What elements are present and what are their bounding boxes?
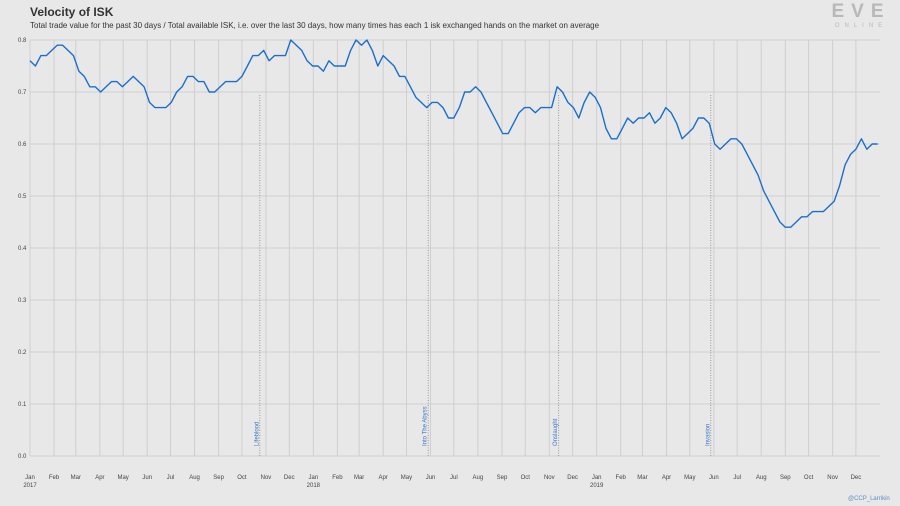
y-tick-label: 0.8 — [18, 38, 27, 44]
x-tick-label: Jun — [142, 475, 152, 481]
y-tick-label: 0.0 — [18, 454, 27, 460]
x-tick-label: Jul — [450, 475, 458, 481]
event-annotations: Lifeblood Into The Abyss Onslaught Invasion — [254, 95, 712, 456]
x-tick-label: Aug — [756, 475, 767, 481]
y-axis: 0.0 0.1 0.2 0.3 0.4 0.5 0.6 0.7 0.8 — [18, 38, 27, 460]
x-tick-label: Jan — [308, 475, 318, 481]
grid — [29, 39, 880, 457]
credit-text: @CCP_Larrikin — [848, 496, 890, 502]
x-tick-label: May — [684, 475, 695, 481]
x-tick-label: Aug — [189, 475, 200, 481]
x-tick-label: Feb — [332, 475, 343, 481]
x-tick-label: Jun — [709, 475, 719, 481]
x-tick-label: Jul — [167, 475, 175, 481]
x-tick-label: Jan — [25, 475, 35, 481]
x-tick-label: Nov — [261, 475, 272, 481]
y-tick-label: 0.7 — [18, 90, 27, 96]
x-tick-label: Oct — [804, 475, 814, 481]
x-tick-label: Oct — [237, 475, 247, 481]
x-tick-year-label: 2017 — [23, 483, 37, 489]
x-tick-label: Dec — [851, 475, 862, 481]
x-tick-label: Feb — [616, 475, 627, 481]
y-tick-label: 0.3 — [18, 298, 27, 304]
x-tick-label: Nov — [827, 475, 838, 481]
x-tick-label: May — [117, 475, 128, 481]
x-tick-label: Jun — [426, 475, 436, 481]
x-tick-label: Aug — [473, 475, 484, 481]
logo-subtext: ONLINE — [834, 23, 888, 29]
x-tick-label: Sep — [213, 475, 224, 481]
x-tick-label: Jul — [733, 475, 741, 481]
annotation-label: Invasion — [705, 424, 711, 446]
x-tick-year-label: 2019 — [590, 483, 604, 489]
x-tick-label: Nov — [544, 475, 555, 481]
x-tick-year-label: 2018 — [307, 483, 321, 489]
series-line-velocity — [29, 39, 878, 228]
x-tick-label: Dec — [567, 475, 578, 481]
x-tick-label: Mar — [71, 475, 81, 481]
x-tick-label: Mar — [637, 475, 647, 481]
x-tick-label: Feb — [49, 475, 60, 481]
annotation-label: Onslaught — [553, 418, 559, 446]
x-tick-label: Jan — [592, 475, 602, 481]
y-tick-label: 0.1 — [18, 402, 27, 408]
logo-text: EVE — [831, 1, 891, 22]
annotation-label: Lifeblood — [254, 422, 260, 446]
x-tick-label: Dec — [284, 475, 295, 481]
eve-online-logo: EVE ONLINE — [824, 2, 898, 32]
x-tick-label: Sep — [780, 475, 791, 481]
annotation-label: Into The Abyss — [423, 406, 429, 446]
x-tick-label: Oct — [521, 475, 531, 481]
x-tick-label: Apr — [379, 475, 388, 481]
x-tick-label: Apr — [95, 475, 104, 481]
x-tick-label: May — [401, 475, 412, 481]
x-tick-label: Mar — [354, 475, 364, 481]
y-tick-label: 0.6 — [18, 142, 27, 148]
y-tick-label: 0.4 — [18, 246, 27, 252]
chart-subtitle: Total trade value for the past 30 days /… — [30, 21, 600, 30]
series-layer — [29, 39, 878, 228]
x-tick-label: Sep — [497, 475, 508, 481]
chart-title: Velocity of ISK — [30, 5, 114, 19]
x-axis: Jan 2017 Feb Mar Apr May Jun Jul Aug Sep Oct Nov Dec… — [23, 475, 861, 489]
y-tick-label: 0.5 — [18, 194, 27, 200]
y-tick-label: 0.2 — [18, 350, 27, 356]
x-tick-label: Apr — [662, 475, 671, 481]
